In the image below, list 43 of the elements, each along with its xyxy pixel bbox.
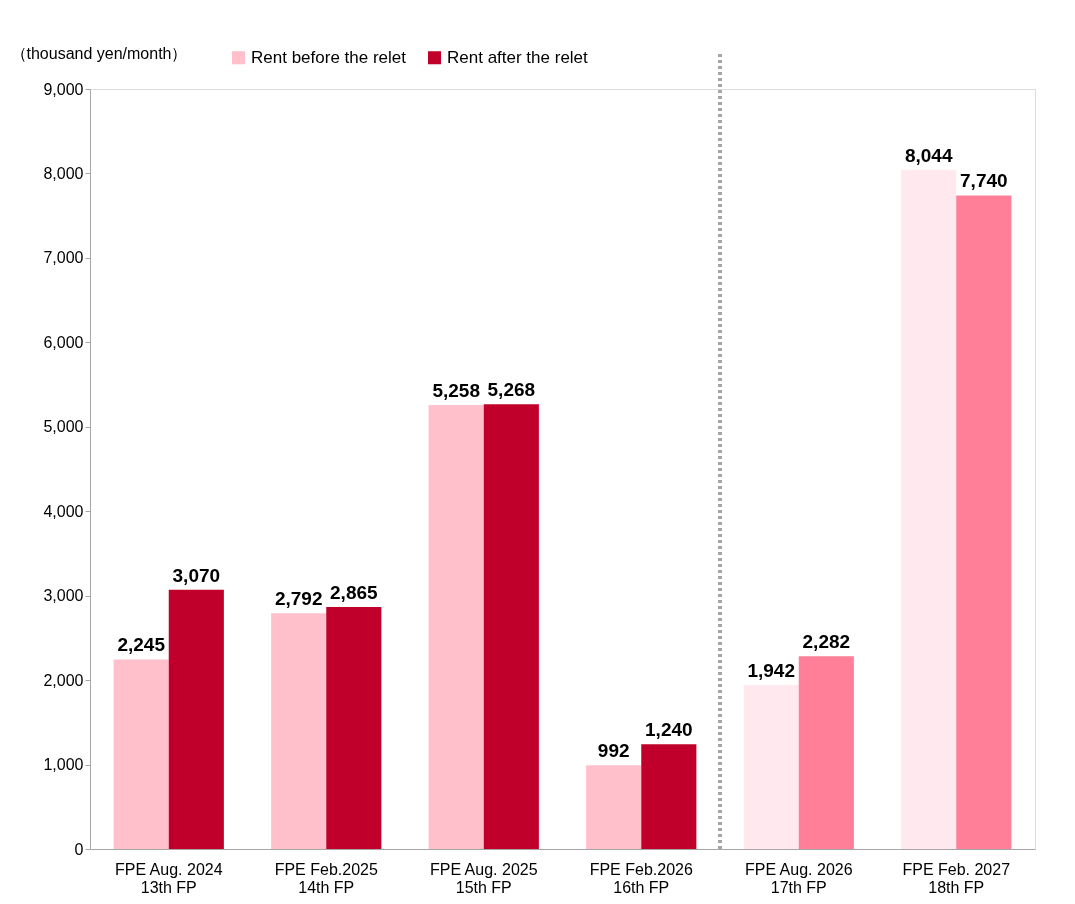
data-label: 2,245	[117, 634, 166, 656]
y-axis-title: （thousand yen/month）	[10, 44, 188, 62]
bar	[798, 656, 854, 849]
bar	[271, 613, 327, 849]
y-tick-label: 8,000	[43, 164, 84, 182]
x-tick-label: FPE Aug. 2026 17th FP	[744, 860, 853, 896]
y-tick-label: 5,000	[43, 418, 84, 436]
data-label: 5,258	[432, 379, 480, 401]
bar	[326, 607, 382, 849]
data-label: 5,268	[487, 379, 536, 401]
data-label: 1,942	[747, 660, 795, 682]
data-label: 2,865	[330, 582, 379, 604]
data-label: 8,044	[904, 144, 953, 166]
y-tick-label: 9,000	[43, 80, 84, 98]
bar	[168, 589, 224, 849]
bar	[901, 169, 957, 849]
y-tick-label: 3,000	[43, 587, 84, 605]
data-label: 1,240	[645, 719, 693, 741]
data-label: 2,282	[802, 631, 851, 653]
x-tick-label: FPE Aug. 2025 15th FP	[429, 860, 538, 896]
bar	[428, 404, 484, 849]
bar	[483, 404, 539, 849]
y-tick-label: 7,000	[43, 249, 84, 267]
legend-label: Rent after the relet	[447, 47, 589, 67]
data-label: 992	[597, 740, 630, 762]
legend-label: Rent before the relet	[251, 47, 407, 67]
y-tick-label: 4,000	[43, 502, 84, 520]
bar	[586, 765, 642, 849]
y-tick-label: 2,000	[43, 671, 84, 689]
bar	[743, 685, 799, 849]
data-label: 7,740	[960, 170, 1008, 192]
y-tick-label: 6,000	[43, 333, 84, 351]
y-tick-label: 1,000	[43, 756, 84, 774]
x-tick-label: FPE Feb.2026 16th FP	[589, 860, 693, 896]
bar	[641, 744, 697, 849]
x-tick-label: FPE Aug. 2024 13th FP	[114, 860, 223, 896]
bar	[956, 195, 1012, 849]
data-label: 2,792	[274, 588, 323, 610]
x-tick-label: FPE Feb.2025 14th FP	[274, 860, 378, 896]
y-tick-label: 0	[74, 840, 84, 858]
x-tick-label: FPE Feb. 2027 18th FP	[902, 860, 1011, 896]
bar	[113, 659, 169, 849]
data-label: 3,070	[172, 564, 221, 586]
